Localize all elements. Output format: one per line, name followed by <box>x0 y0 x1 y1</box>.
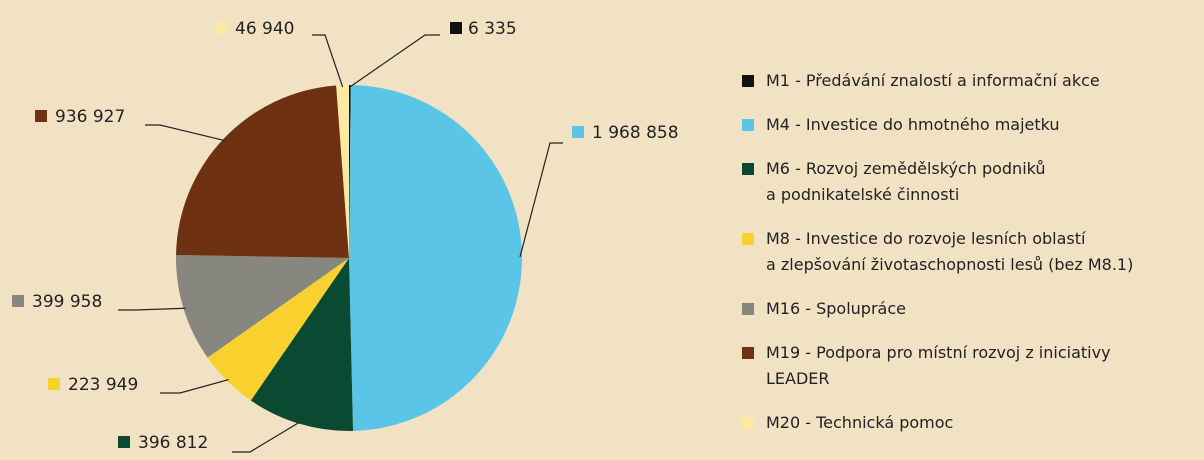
leader-line <box>118 307 186 311</box>
pie-slice <box>176 254 349 358</box>
legend-item: M8 - Investice do rozvoje lesních oblast… <box>742 226 1202 278</box>
pie-slice <box>176 85 349 258</box>
label-swatch <box>35 110 47 122</box>
data-label: 399 958 <box>32 292 102 312</box>
label-swatch <box>118 436 130 448</box>
legend-item: M20 - Technická pomoc <box>742 410 1202 436</box>
legend-label: M4 - Investice do hmotného majetku <box>766 115 1060 134</box>
label-swatch <box>48 378 60 390</box>
legend-swatch <box>742 303 754 315</box>
legend-swatch <box>742 233 754 245</box>
data-label: 223 949 <box>68 375 138 395</box>
legend-item: M16 - Spolupráce <box>742 296 1202 322</box>
leader-line <box>160 378 229 394</box>
pie-slice <box>207 258 349 401</box>
legend-item: M19 - Podpora pro místní rozvoj z inicia… <box>742 340 1202 392</box>
legend-item: M4 - Investice do hmotného majetku <box>742 112 1202 138</box>
legend-swatch <box>742 119 754 131</box>
legend-swatch <box>742 347 754 359</box>
pie-slice <box>250 258 354 431</box>
legend-swatch <box>742 417 754 429</box>
legend-label: M1 - Předávání znalostí a informační akc… <box>766 71 1100 90</box>
leader-line <box>312 34 344 88</box>
data-label: 6 335 <box>468 19 517 39</box>
data-label: 396 812 <box>138 433 208 453</box>
legend-item: M1 - Předávání znalostí a informační akc… <box>742 68 1202 94</box>
pie-slice <box>349 85 351 258</box>
legend-swatch <box>742 75 754 87</box>
data-label: 46 940 <box>235 19 294 39</box>
label-swatch <box>572 126 584 138</box>
legend-item: M6 - Rozvoj zemědělských podniků a podni… <box>742 156 1202 208</box>
legend-label: M20 - Technická pomoc <box>766 413 954 432</box>
pie-slice <box>349 85 522 431</box>
label-swatch <box>12 295 24 307</box>
legend-label: M19 - Podpora pro místní rozvoj z inicia… <box>766 343 1111 388</box>
leader-line <box>232 421 301 453</box>
leader-line <box>519 142 563 258</box>
legend-label: M8 - Investice do rozvoje lesních oblast… <box>766 229 1134 274</box>
label-swatch <box>450 22 462 34</box>
legend-label: M16 - Spolupráce <box>766 299 906 318</box>
leader-line <box>145 124 225 142</box>
leader-line <box>349 34 440 88</box>
label-swatch <box>215 22 227 34</box>
legend-label: M6 - Rozvoj zemědělských podniků a podni… <box>766 159 1046 204</box>
legend-swatch <box>742 163 754 175</box>
pie-slice <box>336 85 349 258</box>
data-label: 1 968 858 <box>592 123 679 143</box>
legend: M1 - Předávání znalostí a informační akc… <box>742 68 1202 454</box>
data-label: 936 927 <box>55 107 125 127</box>
